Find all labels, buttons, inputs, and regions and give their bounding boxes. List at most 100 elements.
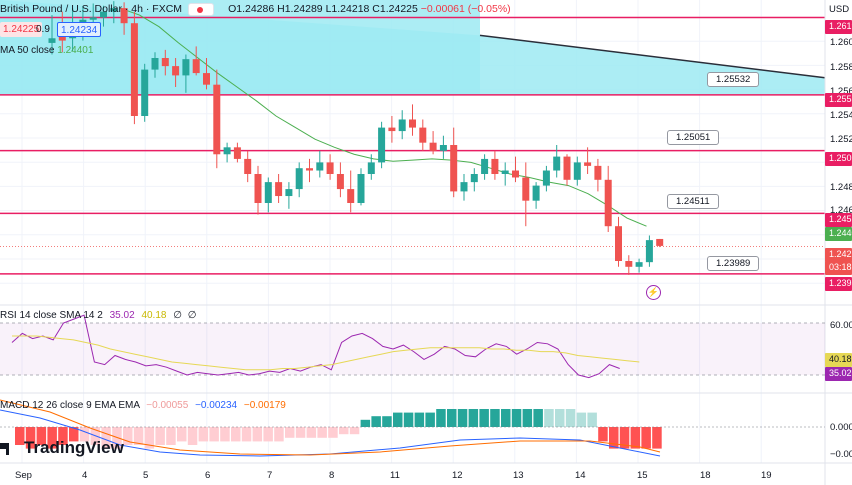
rsi-sma-line [12,335,640,371]
candle-body [501,170,509,174]
candle-body [429,142,437,151]
macd-histogram-bar [36,427,47,445]
candle-body [615,226,622,261]
candle-body [645,240,653,263]
price-tag-level-3: 1.25051 [825,152,852,166]
change-value: −0.00061 (−0.05%) [420,3,511,15]
candle-body [512,170,519,178]
rsi-sma-tag: 40.18 [825,353,852,367]
candle-body [347,189,355,203]
macd-histogram-bar [47,427,57,449]
high-value: H1.24289 [277,3,323,15]
level-annotation-2[interactable]: 1.25051 [667,130,720,145]
level-annotation-4[interactable]: 1.23989 [707,256,760,271]
candle-body [584,162,592,166]
buy-button[interactable]: 1.24234 [57,22,102,37]
macd-histogram-bar [123,427,133,445]
macd-legend[interactable]: MACD 12 26 close 9 EMA EMA −0.00055 −0.0… [0,400,286,411]
candle-body [316,162,324,171]
candle-body [656,238,664,246]
close-value: C1.24225 [372,3,418,15]
macd-histogram-bar [295,427,306,438]
macd-histogram-bar [306,427,317,438]
macd-histogram-bar [79,427,90,442]
market-status-badge[interactable] [188,2,215,16]
macd-signal-value: −0.00179 [243,400,286,411]
macd-histogram-bar [641,427,651,449]
rsi-legend-extra-2: ∅ [187,310,197,321]
macd-histogram-bar [339,427,349,435]
candle-body [398,119,406,132]
macd-histogram-bar [155,427,165,445]
candle-body [254,174,262,203]
macd-histogram-bar [252,427,263,442]
candle-body [573,162,581,180]
macd-histogram-bar [425,412,435,427]
date-tick: 4 [82,470,88,481]
candle-body [388,127,396,132]
ohlc-values: O1.24286 H1.24289 L1.24218 C1.24225 −0.0… [228,3,511,15]
macd-histogram-bar [133,427,144,445]
tradingview-logo-icon [0,441,18,455]
sell-button[interactable]: 1.24225 [0,22,43,37]
rsi-legend-label: RSI 14 close SMA 14 2 [0,310,103,321]
macd-histogram-bar [263,427,273,442]
macd-axis-zero: 0.000 [830,422,852,433]
tradingview-logo: TradingView [0,438,124,458]
date-tick: 15 [637,470,648,481]
spread-value: 0.9 [36,24,50,35]
macd-histogram-bar [522,409,533,427]
ma-legend[interactable]: MA 50 close 1.24401 [0,45,93,56]
macd-histogram-bar [490,409,500,427]
price-tag-ma: 1.24401 [825,227,852,241]
macd-histogram-bar [447,409,457,427]
macd-histogram-bar [403,412,414,427]
candle-body [120,8,128,24]
macd-histogram-bar [241,427,252,442]
date-tick: 6 [205,470,211,481]
macd-histogram-bar [285,427,295,438]
macd-histogram-bar [587,412,597,427]
macd-histogram-bar [58,427,68,445]
candle-body [470,174,478,183]
candle-body [306,168,313,171]
level-annotation-1[interactable]: 1.25532 [707,72,760,87]
candle-body [604,179,612,227]
macd-histogram-bar [231,427,241,442]
candle-body [172,66,180,76]
candle-body [378,127,386,163]
level-annotation-3[interactable]: 1.24511 [667,194,719,209]
lightning-icon[interactable]: ⚡ [646,285,661,300]
candle-body [100,11,107,18]
candle-body [409,119,416,128]
macd-histogram-bar [317,427,327,438]
macd-histogram-bar [652,427,662,449]
bar-countdown: 03:18: [825,261,852,275]
macd-histogram-bar [501,409,511,427]
ma-legend-label: MA 50 close [0,45,55,56]
macd-histogram-bar [371,416,381,427]
candle-body [450,145,458,192]
candle-body [563,156,571,180]
price-tick: 1.248 [830,182,852,193]
rsi-band [0,323,825,375]
symbol-title[interactable]: British Pound / U.S. Dollar · 4h · FXCM [0,3,183,15]
candle-body [439,145,447,151]
macd-histogram-bar [382,416,392,427]
candle-body [151,58,159,70]
macd-histogram-bar [166,427,176,445]
candle-body [625,261,633,267]
date-tick: 5 [143,470,149,481]
date-tick: 7 [267,470,273,481]
rsi-legend-value: 35.02 [109,310,135,321]
macd-histogram-bar [15,427,25,445]
candle-body [233,147,241,159]
rsi-tag: 35.02 [825,367,852,381]
price-tag-level-4: 1.24511 [825,213,852,227]
macd-histogram-bar [177,427,187,442]
open-value: O1.24286 [228,3,275,15]
price-tick: 1.254 [830,110,852,121]
rsi-legend[interactable]: RSI 14 close SMA 14 2 35.02 40.18 ∅ ∅ [0,310,196,321]
macd-hist-value: −0.00055 [146,400,189,411]
